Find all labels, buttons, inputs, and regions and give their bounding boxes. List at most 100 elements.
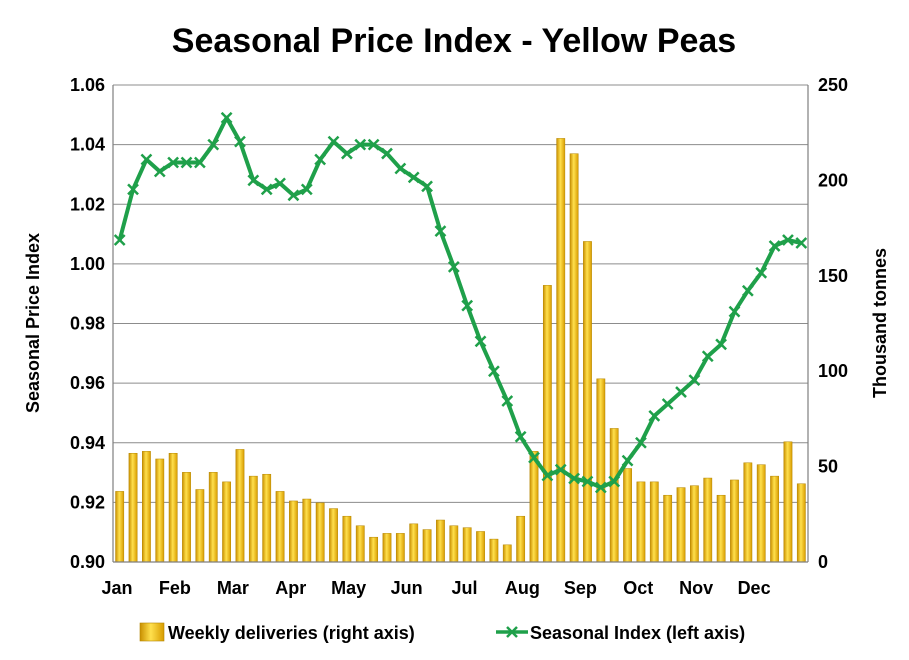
seasonal-index-point	[715, 338, 728, 351]
delivery-bar	[529, 451, 539, 563]
seasonal-index-point	[341, 147, 353, 160]
legend-bar-label: Weekly deliveries (right axis)	[168, 623, 415, 643]
delivery-bar	[409, 523, 419, 563]
delivery-bar	[436, 519, 445, 563]
month-label: Jun	[391, 578, 423, 598]
month-label: Oct	[623, 578, 653, 598]
seasonal-index-point	[287, 189, 300, 202]
seasonal-index-point	[554, 463, 567, 476]
delivery-bar	[716, 494, 726, 563]
seasonal-index-point	[514, 430, 527, 443]
delivery-bar	[128, 452, 138, 563]
left-tick-label: 0.96	[70, 373, 105, 393]
seasonal-index-point	[127, 183, 139, 196]
delivery-bar	[369, 536, 379, 563]
seasonal-index-point	[274, 177, 286, 190]
delivery-bar	[476, 531, 485, 563]
delivery-bar	[663, 494, 673, 563]
left-tick-label: 1.06	[70, 75, 105, 95]
delivery-bar	[262, 473, 272, 563]
delivery-bar	[542, 285, 552, 563]
delivery-bar	[182, 472, 191, 563]
right-tick-label: 0	[818, 552, 828, 572]
right-axis-ticks: 0 50 100 150 200 250	[818, 75, 848, 572]
delivery-bar	[115, 491, 125, 563]
delivery-bar	[649, 481, 659, 563]
right-tick-label: 250	[818, 75, 848, 95]
seasonal-index-point	[300, 183, 313, 196]
delivery-bar	[770, 475, 779, 563]
delivery-bar	[355, 525, 365, 563]
seasonal-index-point	[193, 156, 206, 169]
month-label: May	[331, 578, 366, 598]
bar-series	[115, 138, 806, 563]
delivery-bar	[690, 485, 699, 563]
seasonal-index-point	[795, 237, 808, 249]
month-label: Feb	[159, 578, 191, 598]
seasonal-index-point	[234, 135, 246, 148]
delivery-bar	[142, 451, 151, 563]
seasonal-index-point	[461, 299, 474, 312]
right-tick-label: 200	[818, 170, 848, 190]
seasonal-index-point	[220, 111, 233, 124]
seasonal-index-point	[501, 395, 514, 407]
seasonal-index-point	[474, 335, 487, 348]
delivery-bar	[155, 458, 165, 563]
seasonal-index-point	[594, 481, 607, 494]
left-tick-label: 0.90	[70, 552, 105, 572]
x-axis-ticks: Jan Feb Mar Apr May Jun Jul Aug Sep Oct Nov Dec	[101, 578, 770, 598]
seasonal-index-point	[180, 156, 193, 169]
delivery-bar	[743, 462, 753, 563]
seasonal-index-point	[354, 138, 367, 151]
seasonal-index-point	[447, 260, 460, 273]
delivery-bar	[756, 464, 766, 563]
delivery-bar	[248, 475, 258, 563]
seasonal-index-point	[608, 475, 621, 488]
delivery-bar	[703, 477, 713, 563]
seasonal-index-point	[314, 153, 327, 166]
delivery-bar	[502, 544, 512, 563]
left-tick-label: 0.98	[70, 314, 105, 334]
left-tick-label: 1.02	[70, 194, 105, 214]
seasonal-index-point	[207, 138, 220, 151]
delivery-bar	[302, 498, 312, 563]
seasonal-index-point	[407, 171, 420, 184]
delivery-bar	[676, 487, 686, 563]
month-label: Nov	[679, 578, 713, 598]
delivery-bar	[609, 428, 619, 563]
delivery-bar	[583, 241, 592, 563]
delivery-bar	[516, 515, 526, 563]
seasonal-index-point	[381, 147, 393, 160]
seasonal-index-point	[113, 234, 126, 246]
axes	[112, 85, 809, 563]
delivery-bar	[208, 472, 218, 563]
seasonal-index-point	[327, 135, 340, 148]
seasonal-index-point	[153, 165, 166, 178]
legend-bar-swatch	[139, 622, 165, 642]
month-label: Apr	[275, 578, 306, 598]
left-tick-label: 1.04	[70, 135, 105, 155]
delivery-bar	[222, 481, 231, 563]
left-tick-label: 1.00	[70, 254, 105, 274]
month-label: Jan	[101, 578, 132, 598]
delivery-bar	[168, 452, 178, 563]
seasonal-index-point	[728, 305, 741, 318]
legend-line-label: Seasonal Index (left axis)	[530, 623, 745, 643]
seasonal-index-point	[648, 410, 661, 422]
seasonal-index-point	[260, 183, 273, 196]
seasonal-index-point	[621, 454, 634, 467]
legend: Weekly deliveries (right axis) Seasonal …	[139, 622, 745, 643]
delivery-bar	[796, 483, 806, 563]
seasonal-index-line	[117, 115, 802, 490]
line-series	[113, 111, 808, 494]
seasonal-index-point	[367, 138, 380, 151]
seasonal-index-point	[581, 475, 594, 488]
delivery-bar	[462, 527, 472, 563]
seasonal-index-point	[421, 180, 433, 193]
delivery-bar	[783, 441, 793, 563]
seasonal-index-point	[768, 240, 781, 252]
delivery-bar	[289, 500, 298, 563]
seasonal-index-point	[701, 350, 714, 363]
left-axis-ticks: 0.90 0.92 0.94 0.96 0.98 1.00 1.02 1.04 1.06	[70, 75, 105, 572]
